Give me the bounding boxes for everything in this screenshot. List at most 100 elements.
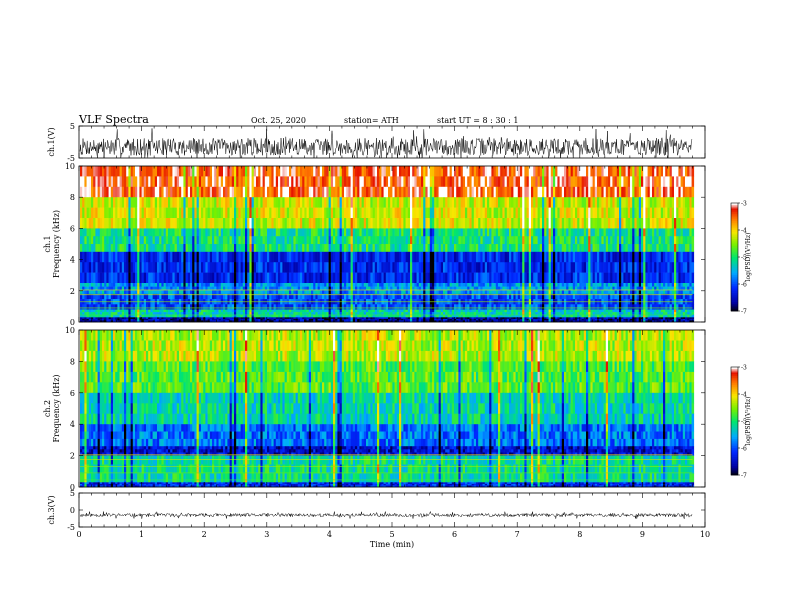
spec1-cell bbox=[449, 293, 453, 300]
spec1-cell bbox=[399, 272, 402, 284]
spec1-cell bbox=[366, 317, 369, 320]
spec1-cell bbox=[216, 236, 219, 245]
spec1-cell bbox=[302, 317, 305, 320]
spec1-cell bbox=[264, 304, 268, 310]
spec1-cell bbox=[216, 320, 219, 323]
spec1-cell bbox=[253, 251, 257, 263]
spec1-cell bbox=[262, 318, 266, 321]
spec1-cell bbox=[535, 309, 538, 313]
spec1-cell bbox=[108, 317, 112, 320]
spec1-cell bbox=[218, 272, 222, 284]
spec1-cell bbox=[242, 207, 246, 219]
spec1-cell bbox=[157, 309, 160, 313]
spec1-cell bbox=[531, 283, 534, 287]
spec1-cell bbox=[421, 320, 424, 323]
spec1-cell bbox=[513, 320, 516, 323]
spec1-cell bbox=[381, 312, 384, 315]
spec1-cell bbox=[498, 236, 501, 245]
spec1-cell bbox=[449, 318, 453, 321]
spec1-cell bbox=[348, 320, 351, 323]
spec1-cell bbox=[110, 314, 114, 318]
spec1-cell bbox=[117, 283, 120, 287]
spec1-cell bbox=[227, 293, 230, 300]
spec1-cell bbox=[520, 309, 523, 313]
spec1-cell bbox=[249, 228, 252, 237]
spec1-cell bbox=[225, 283, 228, 287]
spec1-cell bbox=[462, 290, 466, 295]
spec1-cell bbox=[176, 186, 180, 198]
spec1-cell bbox=[396, 244, 400, 253]
spec1-cell bbox=[432, 197, 435, 208]
spec1-cell bbox=[157, 236, 160, 245]
spec1-cell bbox=[291, 314, 294, 318]
spec1-cell bbox=[275, 166, 279, 177]
spec1-cell bbox=[416, 283, 420, 287]
spec1-cell bbox=[176, 207, 180, 219]
spec1-cell bbox=[328, 309, 332, 313]
spec1-cell bbox=[240, 228, 244, 237]
spec1-cell bbox=[388, 290, 391, 295]
spec1-cell bbox=[348, 283, 351, 287]
spec1-cell bbox=[324, 293, 327, 300]
spec1-cell bbox=[185, 207, 189, 219]
spec1-cell bbox=[429, 236, 433, 245]
spec1-cell bbox=[535, 186, 538, 198]
spec1-cell bbox=[346, 309, 349, 313]
spec1-cell bbox=[196, 283, 200, 287]
spec1-cell bbox=[115, 236, 118, 245]
spec1-cell bbox=[339, 251, 343, 263]
spec1-cell bbox=[484, 318, 488, 321]
spec1-cell bbox=[132, 320, 136, 323]
spec1-cell bbox=[370, 251, 373, 263]
spec1-cell bbox=[363, 293, 367, 300]
spec1-cell bbox=[502, 244, 505, 253]
spec1-cell bbox=[236, 309, 239, 313]
spec1-cell bbox=[278, 207, 281, 219]
spec1-cell bbox=[115, 228, 118, 237]
spec1-cell bbox=[207, 186, 211, 198]
spec1-cell bbox=[267, 317, 270, 320]
spec1-cell bbox=[412, 236, 415, 245]
spec1-cell bbox=[212, 197, 215, 208]
spec1-cell bbox=[91, 320, 94, 323]
spec1-cell bbox=[273, 293, 277, 300]
spec1-cell bbox=[390, 304, 393, 310]
spec1-cell bbox=[357, 272, 360, 284]
spec1-cell bbox=[302, 318, 305, 321]
spec1-cell bbox=[293, 218, 296, 229]
spec1-cell bbox=[247, 290, 250, 295]
spec1-cell bbox=[280, 262, 283, 273]
spec1-cell bbox=[352, 312, 356, 315]
spec1-cell bbox=[161, 286, 164, 291]
spec1-cell bbox=[445, 166, 448, 177]
spec1-cell bbox=[498, 272, 501, 284]
spec1-cell bbox=[383, 312, 387, 315]
spec1-cell bbox=[91, 304, 94, 310]
spec1-cell bbox=[242, 197, 246, 208]
spec1-cell bbox=[407, 286, 411, 291]
spec1-cell bbox=[330, 318, 334, 321]
spec1-cell bbox=[203, 309, 206, 313]
spec1-cell bbox=[295, 176, 299, 188]
spec1-cell bbox=[102, 186, 105, 198]
spec1-cell bbox=[421, 244, 424, 253]
spec1-cell bbox=[511, 283, 514, 287]
spec1-cell bbox=[304, 244, 307, 253]
spec1-cell bbox=[291, 262, 294, 273]
spec1-cell bbox=[207, 166, 211, 177]
spec1-cell bbox=[289, 244, 292, 253]
spec1-cell bbox=[99, 290, 103, 295]
spec1-cell bbox=[412, 218, 415, 229]
spec1-cell bbox=[522, 272, 525, 284]
spec1-cell bbox=[209, 228, 213, 237]
spec1-cell bbox=[293, 236, 296, 245]
spec1-cell bbox=[95, 236, 98, 245]
spec1-cell bbox=[289, 314, 292, 318]
spec1-cell bbox=[528, 304, 532, 310]
spec1-cell bbox=[484, 244, 488, 253]
spec1-cell bbox=[238, 304, 241, 310]
spec1-cell bbox=[194, 218, 197, 229]
spec1-cell bbox=[405, 262, 409, 273]
spec1-cell bbox=[513, 176, 516, 188]
spec1-cell bbox=[383, 283, 387, 287]
